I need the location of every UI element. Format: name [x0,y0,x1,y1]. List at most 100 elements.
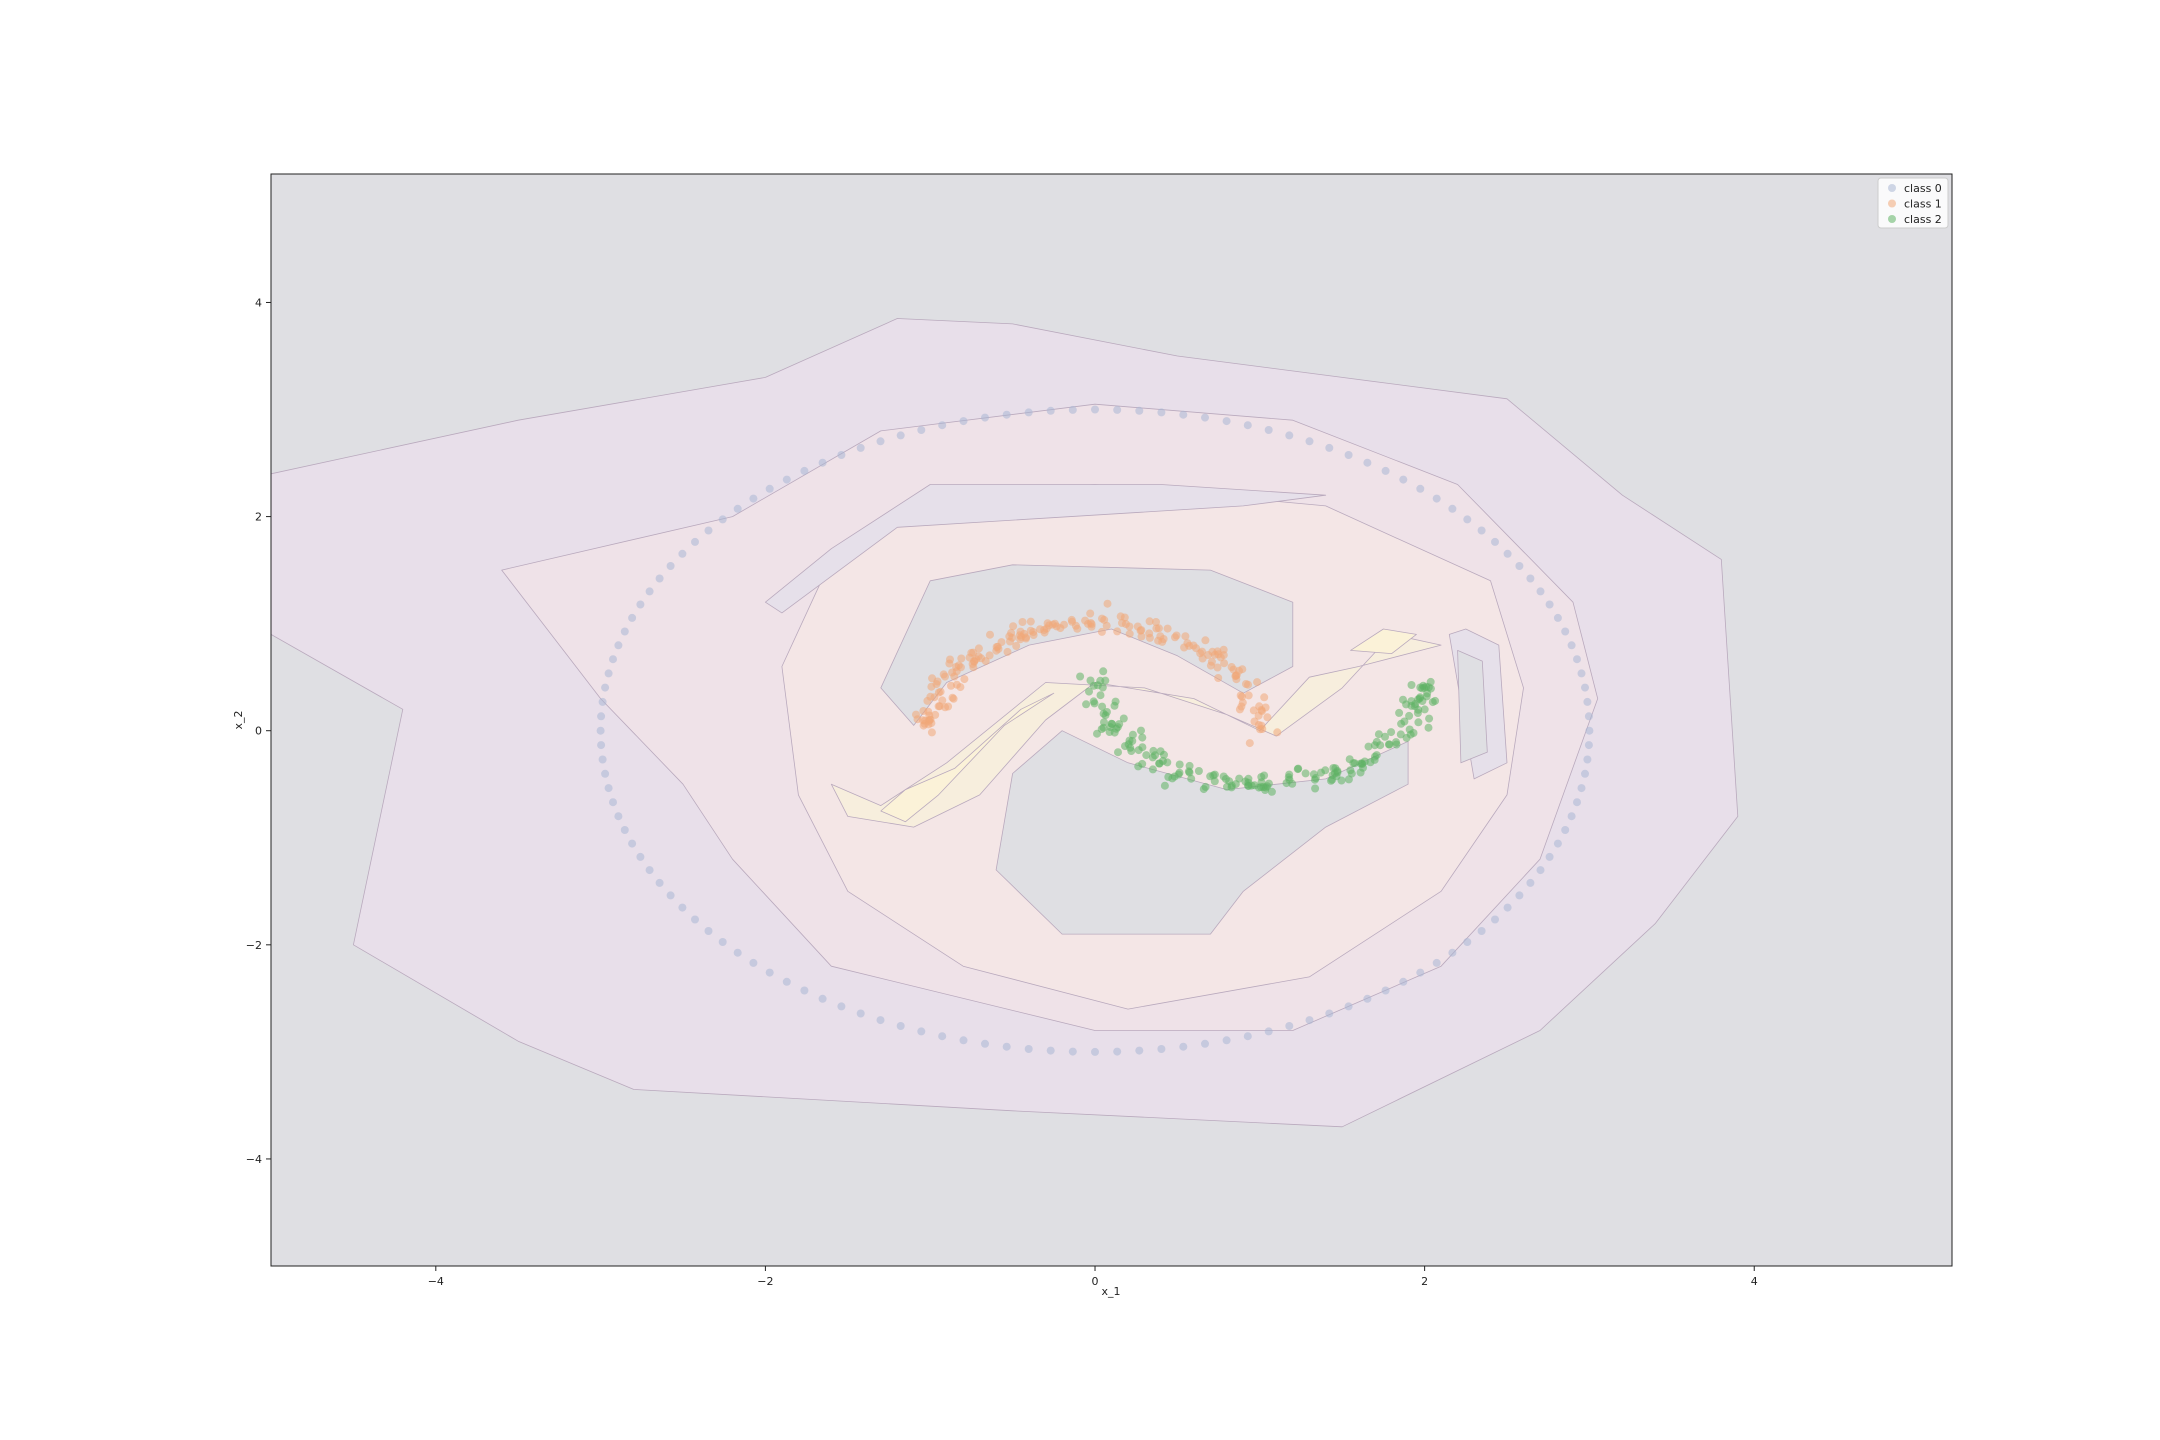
y-tick-label: −4 [246,1153,262,1166]
data-point-class-0 [818,458,827,467]
data-point-class-2 [1424,723,1433,732]
data-point-class-0 [959,1036,968,1045]
data-point-class-2 [1148,765,1157,774]
data-point-class-0 [765,968,774,977]
data-point-class-0 [818,994,827,1003]
data-point-class-0 [1491,537,1499,546]
data-point-class-0 [1285,1022,1294,1030]
data-point-class-2 [1194,767,1203,775]
data-point-class-0 [597,741,606,750]
data-point-class-1 [925,711,934,720]
legend: class 0 class 1 class 2 [1877,177,1949,229]
data-point-class-0 [1179,410,1188,419]
data-point-class-0 [1583,755,1592,764]
data-point-class-0 [917,426,926,434]
data-point-class-0 [666,891,675,900]
data-point-class-2 [1425,714,1434,723]
data-point-class-2 [1371,752,1379,761]
data-point-class-2 [1260,771,1269,780]
data-point-class-2 [1267,787,1276,796]
data-point-class-0 [1363,994,1372,1003]
data-point-class-1 [1097,627,1106,636]
data-point-class-0 [1325,443,1334,452]
data-point-class-1 [992,643,1001,651]
data-point-class-1 [1022,634,1030,643]
data-point-class-0 [1553,839,1562,848]
data-point-class-2 [1400,717,1409,726]
data-point-class-1 [1118,619,1126,627]
data-point-class-2 [1127,747,1136,755]
data-point-class-0 [666,562,675,570]
x-axis: −4 −2 0 2 4 [428,1266,1758,1288]
data-point-class-1 [1007,628,1016,637]
data-point-class-0 [1264,426,1273,434]
data-point-class-0 [601,683,610,692]
data-point-class-1 [1145,633,1154,642]
data-point-class-1 [1214,674,1223,682]
data-point-class-1 [1213,663,1222,672]
data-point-class-0 [1325,1009,1334,1018]
legend-marker-0 [1888,184,1896,192]
data-point-class-1 [1207,657,1216,666]
data-point-class-1 [1152,618,1160,626]
data-point-class-1 [1026,617,1035,626]
data-point-class-2 [1138,733,1147,742]
data-point-class-0 [1243,1032,1252,1041]
data-point-class-1 [1029,631,1038,639]
data-point-class-2 [1231,780,1240,789]
data-point-class-0 [1399,977,1408,986]
data-point-class-0 [1002,410,1011,419]
data-point-class-1 [1113,627,1122,636]
data-point-class-2 [1076,672,1085,681]
data-point-class-0 [718,938,727,946]
data-point-class-0 [1201,413,1209,422]
data-point-class-1 [1056,624,1065,633]
data-point-class-2 [1407,681,1416,689]
data-point-class-1 [1181,632,1190,641]
data-point-class-2 [1396,730,1405,739]
data-point-class-0 [876,1016,885,1025]
data-point-class-2 [1099,667,1108,676]
data-point-class-2 [1327,776,1335,785]
data-point-class-2 [1420,705,1429,714]
data-point-class-0 [733,948,742,957]
x-tick-label: 2 [1421,1275,1428,1288]
data-point-class-2 [1110,728,1119,737]
data-point-class-1 [1244,691,1253,700]
data-point-class-0 [1113,405,1122,414]
data-point-class-2 [1424,683,1433,692]
data-point-class-2 [1175,760,1184,769]
data-point-class-0 [1477,927,1486,935]
data-point-class-2 [1356,759,1365,768]
data-point-class-0 [1179,1042,1188,1051]
data-point-class-0 [620,826,629,834]
data-point-class-2 [1311,774,1320,782]
data-point-class-1 [1220,659,1229,668]
legend-label-1: class 1 [1904,198,1942,211]
data-point-class-2 [1317,768,1325,777]
y-axis-label: x_2 [232,710,245,729]
data-point-class-2 [1364,742,1373,751]
data-point-class-1 [1201,636,1210,645]
data-point-class-2 [1370,741,1379,750]
data-point-class-1 [1258,725,1267,733]
data-point-class-2 [1392,738,1400,747]
data-point-class-2 [1416,693,1425,702]
data-point-class-0 [655,574,664,583]
data-point-class-0 [1113,1047,1122,1056]
data-point-class-2 [1285,775,1294,784]
data-point-class-2 [1125,736,1134,745]
data-point-class-0 [609,655,617,664]
data-point-class-0 [609,798,617,807]
data-point-class-1 [912,710,920,719]
legend-marker-1 [1888,199,1896,208]
legend-label-2: class 2 [1904,213,1942,226]
data-point-class-0 [1068,1047,1077,1056]
data-point-class-2 [1093,729,1101,738]
data-point-class-1 [1012,642,1021,650]
decision-regions [271,318,1739,1128]
data-point-class-1 [1145,617,1154,626]
data-point-class-0 [1503,903,1512,912]
data-point-class-1 [1125,622,1134,631]
